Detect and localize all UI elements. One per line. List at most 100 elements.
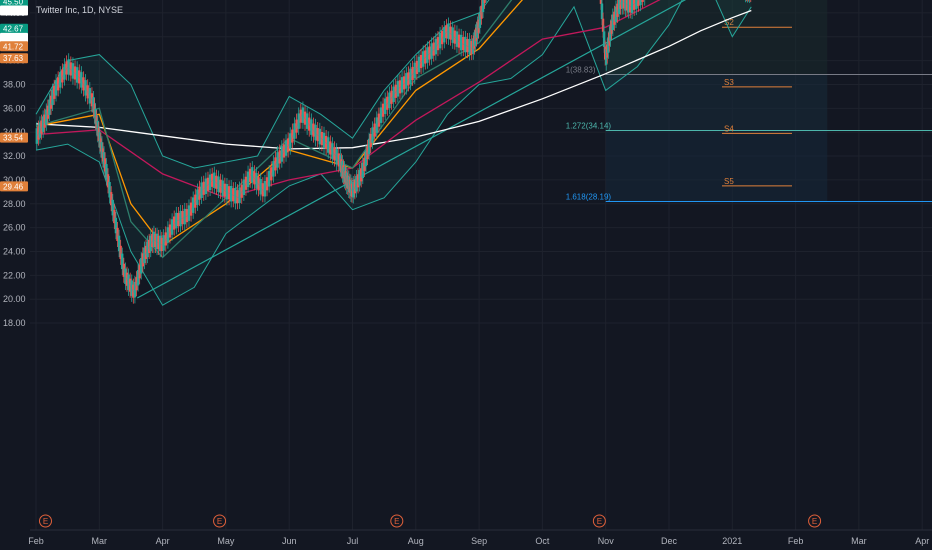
candle-body bbox=[415, 60, 419, 75]
trend-line[interactable] bbox=[136, 0, 814, 299]
bollinger-bands[interactable] bbox=[35, 0, 752, 306]
candle-body bbox=[453, 30, 457, 44]
candle-body bbox=[637, 0, 640, 6]
candle-body bbox=[407, 72, 410, 86]
moving-average-line[interactable] bbox=[35, 0, 751, 259]
candle-body bbox=[627, 0, 630, 13]
candle-body bbox=[624, 0, 627, 11]
price-tag bbox=[0, 5, 28, 16]
time-axis-tick-label: Mar bbox=[851, 536, 867, 546]
price-axis-background bbox=[0, 0, 30, 530]
candle-body bbox=[619, 0, 622, 9]
price-tag-label: 37.63 bbox=[3, 54, 24, 63]
candle-body bbox=[210, 173, 214, 187]
candle-body bbox=[78, 70, 81, 84]
candle-body bbox=[185, 209, 189, 223]
price-tag bbox=[0, 32, 28, 43]
candle-body bbox=[417, 56, 421, 73]
candle-body bbox=[396, 81, 400, 97]
candle-body bbox=[236, 190, 239, 204]
candle-body bbox=[413, 62, 416, 79]
candle-body bbox=[170, 219, 174, 235]
candle-body bbox=[440, 31, 444, 45]
moving-average-line[interactable] bbox=[35, 0, 751, 199]
earnings-marker[interactable] bbox=[390, 514, 404, 528]
candle-body bbox=[632, 0, 636, 10]
earnings-marker[interactable] bbox=[808, 514, 822, 528]
trendline[interactable] bbox=[136, 0, 814, 299]
candle-body bbox=[67, 59, 70, 75]
candle-body bbox=[177, 213, 180, 227]
earnings-marker[interactable] bbox=[213, 514, 227, 528]
time-axis-tick-label: Mar bbox=[92, 536, 108, 546]
moving-average-line[interactable] bbox=[35, 0, 751, 247]
candle-body bbox=[320, 131, 324, 146]
time-axis-tick-label: Oct bbox=[535, 536, 550, 546]
candle-body bbox=[625, 0, 629, 11]
time-axis-tick-label: Sep bbox=[471, 536, 487, 546]
price-tag bbox=[0, 132, 28, 143]
candle-body bbox=[61, 69, 64, 83]
candle-body bbox=[181, 211, 184, 225]
candle-body bbox=[257, 177, 260, 191]
candle-body bbox=[312, 123, 315, 137]
candle-body bbox=[215, 175, 218, 189]
price-tag bbox=[0, 181, 28, 192]
bollinger-upper[interactable] bbox=[35, 0, 751, 169]
candle-body bbox=[462, 37, 465, 51]
pivot-points[interactable]: R1PS1S2S3S4S5 bbox=[722, 0, 792, 187]
candle-body bbox=[232, 188, 235, 202]
candle-body bbox=[438, 32, 442, 49]
earnings-marker-label: E bbox=[394, 517, 399, 526]
candle-body bbox=[426, 47, 429, 63]
candle-body bbox=[255, 173, 258, 189]
price-axis-tick-label: 34.00 bbox=[3, 127, 26, 137]
earnings-marker[interactable] bbox=[592, 514, 606, 528]
candle-body bbox=[324, 135, 328, 150]
pivot-label: S4 bbox=[724, 124, 734, 133]
time-axis-tick-label: Apr bbox=[915, 536, 929, 546]
price-axis-tick-label: 30.00 bbox=[3, 175, 26, 185]
fib-zone bbox=[605, 130, 828, 202]
candle-body bbox=[75, 67, 79, 83]
candle-body bbox=[455, 31, 459, 47]
candle-body bbox=[483, 0, 486, 3]
price-axis-tags: 58.2455.3952.0249.9349.0449.0347.9847.93… bbox=[0, 0, 28, 192]
moving-average-line[interactable] bbox=[35, 9, 752, 150]
price-series[interactable] bbox=[35, 0, 752, 304]
candle-body bbox=[316, 128, 319, 142]
earnings-marker[interactable] bbox=[38, 514, 52, 528]
time-axis-tick-label: 2021 bbox=[722, 536, 742, 546]
moving-averages[interactable] bbox=[35, 0, 752, 259]
candle-body bbox=[322, 132, 326, 149]
price-tag-label: 33.54 bbox=[3, 134, 24, 143]
earnings-marker-label: E bbox=[217, 517, 222, 526]
candle-body bbox=[200, 182, 203, 198]
candle-body bbox=[405, 73, 408, 89]
price-line[interactable] bbox=[35, 0, 751, 295]
price-tag-label: 42.26 bbox=[3, 34, 24, 43]
candle-body bbox=[329, 141, 332, 155]
candle-body bbox=[261, 183, 265, 197]
pivot-label: S3 bbox=[724, 78, 734, 87]
candle-body bbox=[202, 181, 205, 195]
price-axis[interactable]: 18.00 20.00 22.00 24.00 26.00 28.00 30.00 32.00… bbox=[0, 0, 30, 530]
bollinger-lower[interactable] bbox=[35, 0, 752, 306]
candle-body bbox=[168, 224, 172, 238]
fib-zone bbox=[605, 74, 828, 131]
candle-body bbox=[599, 0, 603, 4]
candle-body bbox=[466, 39, 469, 53]
candle-body bbox=[392, 86, 395, 103]
candle-body bbox=[208, 174, 212, 191]
price-axis-tick-label: 36.00 bbox=[3, 103, 26, 113]
fib-retracement[interactable]: 0(56.04)0.236(51.88)0.382(49.30)0.5(47.1… bbox=[566, 0, 932, 202]
candle-body bbox=[225, 183, 229, 200]
time-axis[interactable]: Feb Mar Apr May Jun Jul Aug Sep Oct Nov Dec 2021 Feb… bbox=[28, 529, 932, 546]
candle-body bbox=[318, 128, 321, 145]
bollinger-fill bbox=[36, 0, 752, 306]
candle-body bbox=[217, 176, 220, 193]
candle-body bbox=[424, 50, 427, 64]
price-tag bbox=[0, 23, 28, 34]
